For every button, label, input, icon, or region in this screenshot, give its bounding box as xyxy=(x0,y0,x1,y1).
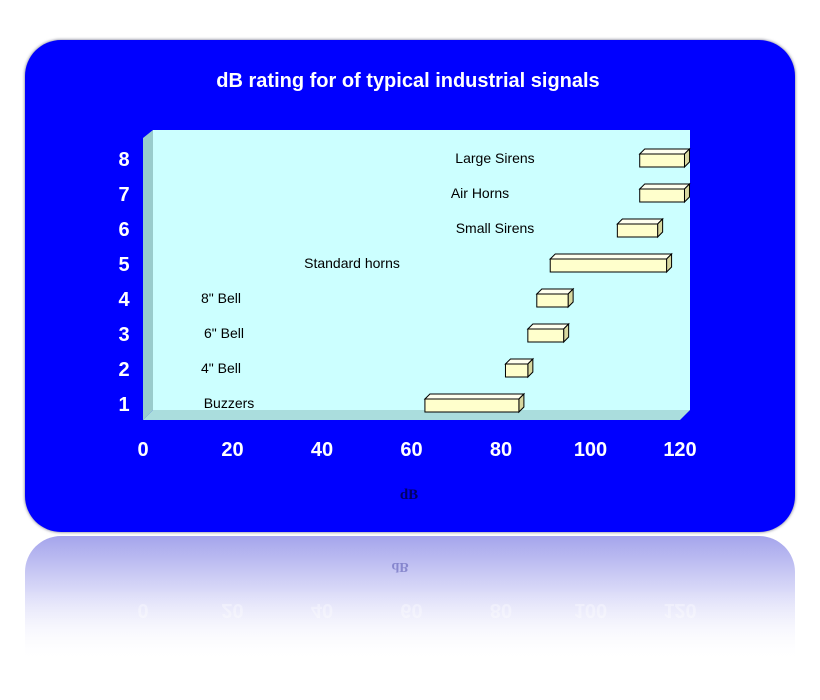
bar xyxy=(423,392,526,414)
bar xyxy=(616,217,664,239)
x-tick-label: 80 xyxy=(490,439,512,461)
x-axis: 0 20 40 60 80 100 120 xyxy=(137,439,696,461)
bar xyxy=(549,252,673,274)
bar-label: Buzzers xyxy=(204,395,255,411)
bar-front xyxy=(504,363,529,378)
reflection-fade xyxy=(25,590,795,660)
bar-label: 4" Bell xyxy=(201,360,241,376)
bar-label: Air Horns xyxy=(451,185,509,201)
chart-title: dB rating for of typical industrial sign… xyxy=(216,70,599,92)
bar-front xyxy=(549,258,668,273)
bar xyxy=(526,322,570,344)
bar xyxy=(638,182,691,204)
y-tick-label: 1 xyxy=(118,394,129,416)
bar-top xyxy=(616,218,664,225)
bar-label: Large Sirens xyxy=(455,150,534,166)
bar-label: Standard horns xyxy=(304,255,400,271)
bars xyxy=(423,147,691,414)
plot-floor xyxy=(143,410,690,420)
bar-top xyxy=(549,253,673,260)
bar-top xyxy=(638,148,691,155)
reflection-x-label: dB xyxy=(391,559,409,574)
y-tick-label: 7 xyxy=(118,184,129,206)
bar xyxy=(638,147,691,169)
x-tick-label: 120 xyxy=(663,439,696,461)
x-tick-label: 20 xyxy=(221,439,243,461)
bar-top xyxy=(526,323,570,330)
x-tick-label: 40 xyxy=(311,439,333,461)
y-tick-label: 8 xyxy=(118,149,129,171)
y-tick-label: 3 xyxy=(118,324,129,346)
bar-top xyxy=(638,183,691,190)
x-tick-label: 0 xyxy=(137,439,148,461)
bar-top xyxy=(423,393,526,400)
y-tick-label: 6 xyxy=(118,219,129,241)
plot-left-wall xyxy=(143,130,153,420)
bar xyxy=(504,357,535,379)
x-tick-label: 60 xyxy=(400,439,422,461)
bar-labels: Buzzers 4" Bell 6" Bell 8" Bell Standard hor… xyxy=(201,150,535,411)
bar-front xyxy=(527,328,565,343)
bar-front xyxy=(536,293,569,308)
x-axis-label: dB xyxy=(400,487,418,503)
bar-front xyxy=(639,188,685,203)
chart: dB rating for of typical industrial sign… xyxy=(118,70,696,503)
bar-label: Small Sirens xyxy=(456,220,535,236)
y-tick-label: 2 xyxy=(118,359,129,381)
bar-front xyxy=(639,153,685,168)
y-tick-label: 4 xyxy=(118,289,130,311)
x-tick-label: 100 xyxy=(574,439,607,461)
y-tick-label: 5 xyxy=(118,254,129,276)
bar-label: 8" Bell xyxy=(201,290,241,306)
bar-front xyxy=(424,398,520,413)
bar xyxy=(535,287,575,309)
plot-area xyxy=(143,130,690,420)
y-axis: 1 2 3 4 5 6 7 8 xyxy=(118,149,130,416)
bar-front xyxy=(616,223,659,238)
bar-top xyxy=(535,288,575,295)
bar-label: 6" Bell xyxy=(204,325,244,341)
